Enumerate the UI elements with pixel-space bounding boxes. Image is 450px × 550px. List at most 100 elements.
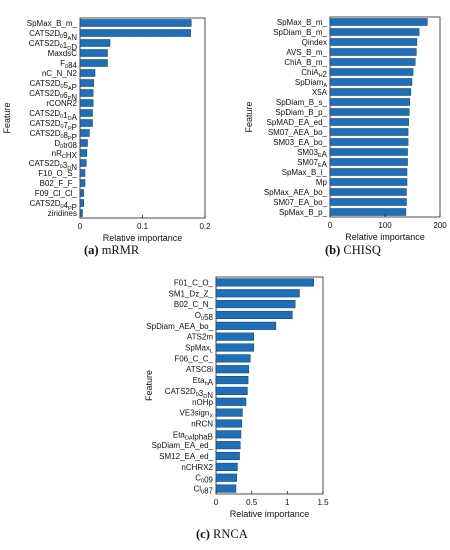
caption-mrmr: (a) mRMR — [84, 243, 140, 257]
x-tick-label: 0.1 — [137, 222, 149, 231]
y-tick-label: EtaDAlphaB — [173, 430, 213, 441]
bar — [329, 98, 410, 106]
chart-rnca: F01_C_O_ SM1_Dz_Z_ B02_C_N_ O058SpDiam_AEA_… — [144, 276, 329, 519]
x-tick-label: 0 — [328, 221, 333, 230]
y-tick-label: SM1_Dz_Z_ — [169, 289, 214, 298]
y-tick-label: SM07_EA_bo_ — [273, 198, 327, 207]
bar — [79, 29, 191, 37]
bar — [215, 430, 242, 439]
y-tick-label: ATS2m — [187, 333, 213, 342]
x-tick-label: 100 — [378, 221, 392, 230]
y-tick-label: X5A — [312, 88, 328, 97]
plot-frame — [329, 16, 441, 218]
bar — [79, 159, 87, 167]
bar — [79, 99, 94, 107]
y-tick-label: B02_C_N_ — [174, 300, 214, 309]
y-tick-label: ziridines — [48, 209, 77, 218]
y-tick-label: ChiA_B_m_ — [284, 58, 327, 67]
bar — [329, 58, 416, 66]
chart-chisq: SpMax_B_m_SpDiam_B_m_QindexAVS_B_m_ChiA_… — [244, 16, 447, 242]
bar — [79, 149, 88, 157]
bar — [215, 473, 237, 482]
y-tick-label: SpDiam_B_s_ — [276, 98, 328, 107]
y-tick-label: CATS2D07PP — [30, 119, 78, 132]
bar — [79, 109, 93, 117]
bar — [215, 441, 241, 450]
y-tick-label: F10_O_S_ — [38, 169, 77, 178]
plot-frame — [79, 17, 206, 219]
bar — [329, 108, 410, 116]
y-tick-label: SpDiam_B_m_ — [273, 28, 327, 37]
bar — [329, 208, 407, 216]
bar — [79, 189, 84, 197]
bar — [79, 169, 86, 177]
y-tick-label: SM12_EA_ed_ — [159, 452, 213, 461]
y-tick-label: SpDiam_EA_ed_ — [152, 441, 214, 450]
y-tick-label: MaxdsC — [48, 49, 78, 58]
y-tick-label: SpMax_B_m_ — [277, 18, 328, 27]
bar — [329, 78, 413, 86]
x-axis-label: Relative importance — [230, 509, 310, 519]
y-tick-label: Qindex — [302, 38, 327, 47]
bar — [79, 79, 94, 87]
caption-rnca: (c) RNCA — [196, 527, 248, 541]
bar — [79, 59, 108, 67]
bar — [215, 332, 255, 341]
y-tick-label: EtahA — [193, 376, 214, 387]
bar — [329, 148, 408, 156]
y-tick-label: ChiAH2 — [301, 68, 327, 79]
chart-mrmr: SpMax_B_m_CATS2D09ANCATS2D01DDMaxdsCF084… — [2, 17, 211, 243]
y-tick-label: F084 — [60, 59, 77, 70]
y-tick-label: Cl087 — [193, 485, 213, 496]
y-tick-label: SpMaxL — [185, 344, 213, 355]
y-tick-label: CATS2D09AN — [29, 29, 77, 42]
y-tick-label: CATS2D03DN — [165, 387, 213, 400]
y-tick-label: SpDiam_AEA_bo_ — [146, 322, 213, 331]
bar — [79, 89, 94, 97]
bar — [215, 386, 248, 395]
x-axis-label: Relative importance — [103, 233, 183, 243]
y-tick-label: VE3signX — [180, 409, 214, 420]
y-tick-label: CATS2D08PP — [30, 129, 78, 142]
y-tick-label: AVS_B_m_ — [286, 48, 327, 57]
bar — [215, 397, 247, 406]
x-tick-label: 0 — [214, 498, 219, 507]
x-tick-label: 0 — [78, 222, 83, 231]
y-tick-label: CATS2D06PN — [29, 89, 77, 102]
bar — [215, 451, 240, 461]
x-axis-label: Relative importance — [345, 232, 425, 242]
y-tick-label: Mp — [316, 178, 328, 187]
y-tick-label: CATS2D04PP — [30, 199, 78, 212]
y-tick-label: SM07_AEA_bo_ — [268, 128, 328, 137]
bar — [329, 88, 412, 96]
bar — [79, 129, 90, 137]
bar — [329, 28, 420, 36]
plot-frame — [215, 276, 324, 495]
y-axis-label: Feature — [2, 102, 12, 133]
bar — [79, 139, 88, 147]
y-tick-label: CATS2D01DD — [29, 39, 77, 52]
bar — [329, 18, 428, 26]
bar — [79, 19, 192, 27]
bar — [215, 289, 300, 298]
y-tick-label: SM07EA — [297, 158, 328, 169]
bar — [215, 343, 255, 352]
y-tick-label: SpMax_B_m_ — [27, 19, 78, 28]
bar — [215, 300, 296, 309]
y-tick-label: CATS2D05AP — [30, 79, 78, 92]
y-tick-label: CATS2D01DA — [29, 109, 77, 122]
y-tick-label: nC_N_N2 — [42, 69, 78, 78]
bar — [79, 49, 108, 57]
bar — [329, 188, 407, 196]
y-tick-label: ATSC8i — [186, 365, 213, 374]
bar — [215, 354, 251, 363]
bar — [215, 376, 249, 385]
y-tick-label: F09_Cl_Cl_ — [35, 189, 78, 198]
y-tick-label: O058 — [195, 311, 214, 322]
x-tick-label: 1.5 — [317, 498, 329, 507]
bar — [329, 168, 408, 176]
caption-chisq: (b) CHISQ — [325, 243, 381, 257]
bar — [329, 68, 414, 76]
y-tick-label: C009 — [195, 474, 213, 485]
y-tick-label: B02_F_F_ — [40, 179, 78, 188]
